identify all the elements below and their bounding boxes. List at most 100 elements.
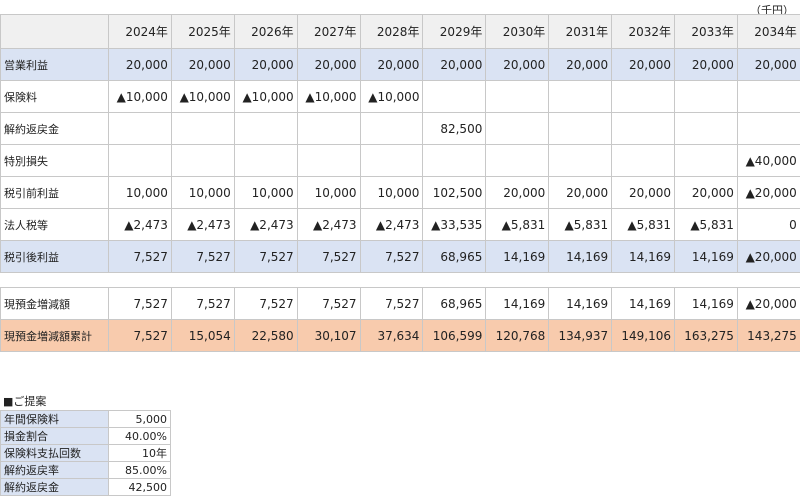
value-cell[interactable]: ▲2,473: [108, 208, 172, 241]
value-cell[interactable]: 82,500: [422, 112, 487, 145]
year-header-cell[interactable]: 2031年: [548, 14, 613, 49]
value-cell[interactable]: [736, 80, 800, 113]
value-cell[interactable]: [108, 112, 172, 145]
row-label-cell[interactable]: 税引前利益: [0, 176, 109, 209]
value-cell[interactable]: [674, 80, 738, 113]
value-cell[interactable]: 20,000: [233, 48, 298, 81]
value-cell[interactable]: [170, 112, 235, 145]
value-cell[interactable]: 134,937: [548, 319, 613, 352]
proposal-key-cell[interactable]: 保険料支払回数: [0, 444, 109, 462]
value-cell[interactable]: [674, 112, 738, 145]
value-cell[interactable]: 20,000: [485, 48, 550, 81]
value-cell[interactable]: 20,000: [170, 48, 235, 81]
value-cell[interactable]: 20,000: [548, 48, 613, 81]
value-cell[interactable]: 106,599: [422, 319, 487, 352]
value-cell[interactable]: [674, 144, 738, 177]
value-cell[interactable]: 14,169: [548, 287, 613, 320]
value-cell[interactable]: 20,000: [736, 48, 800, 81]
value-cell[interactable]: ▲20,000: [736, 287, 800, 320]
value-cell[interactable]: 143,275: [736, 319, 800, 352]
row-label-cell[interactable]: 営業利益: [0, 48, 109, 81]
value-cell[interactable]: 7,527: [359, 287, 424, 320]
year-header-cell[interactable]: 2024年: [108, 14, 172, 49]
value-cell[interactable]: 15,054: [170, 319, 235, 352]
proposal-value-cell[interactable]: 85.00%: [108, 461, 171, 479]
row-label-cell[interactable]: 税引後利益: [0, 240, 109, 273]
value-cell[interactable]: [485, 144, 550, 177]
value-cell[interactable]: 0: [736, 208, 800, 241]
value-cell[interactable]: ▲40,000: [736, 144, 800, 177]
value-cell[interactable]: 10,000: [108, 176, 172, 209]
value-cell[interactable]: ▲20,000: [736, 240, 800, 273]
value-cell[interactable]: [548, 80, 613, 113]
proposal-key-cell[interactable]: 損金割合: [0, 427, 109, 445]
value-cell[interactable]: 20,000: [548, 176, 613, 209]
value-cell[interactable]: ▲20,000: [736, 176, 800, 209]
value-cell[interactable]: 14,169: [548, 240, 613, 273]
value-cell[interactable]: [736, 112, 800, 145]
value-cell[interactable]: ▲5,831: [548, 208, 613, 241]
value-cell[interactable]: 7,527: [296, 287, 361, 320]
value-cell[interactable]: 14,169: [485, 287, 550, 320]
row-label-cell[interactable]: 保険料: [0, 80, 109, 113]
value-cell[interactable]: [170, 144, 235, 177]
value-cell[interactable]: 120,768: [485, 319, 550, 352]
year-header-cell[interactable]: 2027年: [296, 14, 361, 49]
value-cell[interactable]: [548, 112, 613, 145]
value-cell[interactable]: 149,106: [611, 319, 676, 352]
value-cell[interactable]: 14,169: [485, 240, 550, 273]
value-cell[interactable]: [108, 144, 172, 177]
value-cell[interactable]: ▲5,831: [674, 208, 738, 241]
value-cell[interactable]: 7,527: [108, 319, 172, 352]
row-label-cell[interactable]: 解約返戻金: [0, 112, 109, 145]
value-cell[interactable]: ▲10,000: [170, 80, 235, 113]
proposal-key-cell[interactable]: 年間保険料: [0, 410, 109, 428]
proposal-value-cell[interactable]: 40.00%: [108, 427, 171, 445]
value-cell[interactable]: 7,527: [296, 240, 361, 273]
header-corner-cell[interactable]: [0, 14, 109, 49]
value-cell[interactable]: 22,580: [233, 319, 298, 352]
value-cell[interactable]: 68,965: [422, 287, 487, 320]
value-cell[interactable]: 10,000: [359, 176, 424, 209]
year-header-cell[interactable]: 2034年: [736, 14, 800, 49]
value-cell[interactable]: ▲10,000: [296, 80, 361, 113]
value-cell[interactable]: 20,000: [359, 48, 424, 81]
value-cell[interactable]: [233, 144, 298, 177]
value-cell[interactable]: 20,000: [674, 48, 738, 81]
value-cell[interactable]: 10,000: [233, 176, 298, 209]
value-cell[interactable]: 14,169: [674, 287, 738, 320]
value-cell[interactable]: ▲5,831: [485, 208, 550, 241]
value-cell[interactable]: ▲5,831: [611, 208, 676, 241]
value-cell[interactable]: 20,000: [611, 176, 676, 209]
value-cell[interactable]: 7,527: [233, 287, 298, 320]
year-header-cell[interactable]: 2030年: [485, 14, 550, 49]
value-cell[interactable]: 68,965: [422, 240, 487, 273]
value-cell[interactable]: 14,169: [611, 240, 676, 273]
value-cell[interactable]: 20,000: [296, 48, 361, 81]
value-cell[interactable]: ▲2,473: [233, 208, 298, 241]
value-cell[interactable]: 7,527: [170, 287, 235, 320]
value-cell[interactable]: [485, 112, 550, 145]
value-cell[interactable]: ▲10,000: [233, 80, 298, 113]
value-cell[interactable]: [359, 144, 424, 177]
value-cell[interactable]: 10,000: [296, 176, 361, 209]
row-label-cell[interactable]: 特別損失: [0, 144, 109, 177]
year-header-cell[interactable]: 2033年: [674, 14, 738, 49]
proposal-key-cell[interactable]: 解約返戻率: [0, 461, 109, 479]
value-cell[interactable]: 7,527: [108, 287, 172, 320]
year-header-cell[interactable]: 2028年: [359, 14, 424, 49]
proposal-value-cell[interactable]: 42,500: [108, 478, 171, 496]
value-cell[interactable]: [296, 144, 361, 177]
year-header-cell[interactable]: 2032年: [611, 14, 676, 49]
value-cell[interactable]: ▲2,473: [170, 208, 235, 241]
value-cell[interactable]: [611, 144, 676, 177]
value-cell[interactable]: 20,000: [422, 48, 487, 81]
proposal-value-cell[interactable]: 10年: [108, 444, 171, 462]
value-cell[interactable]: 30,107: [296, 319, 361, 352]
value-cell[interactable]: 37,634: [359, 319, 424, 352]
year-header-cell[interactable]: 2029年: [422, 14, 487, 49]
value-cell[interactable]: ▲33,535: [422, 208, 487, 241]
value-cell[interactable]: 20,000: [108, 48, 172, 81]
proposal-key-cell[interactable]: 解約返戻金: [0, 478, 109, 496]
value-cell[interactable]: [233, 112, 298, 145]
